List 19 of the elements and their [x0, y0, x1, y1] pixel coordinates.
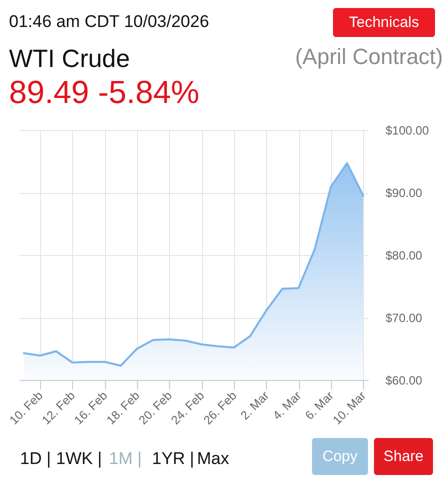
text: 1M | — [109, 449, 142, 468]
x-tick-label: 2. Mar — [238, 388, 272, 422]
y-tick-label: $100.00 — [386, 124, 430, 138]
text: Copy — [322, 448, 358, 465]
x-tick-label: 4. Mar — [270, 388, 304, 422]
text: 1WK | — [56, 449, 102, 468]
y-tick-label: $60.00 — [386, 374, 423, 388]
text: Technicals — [348, 14, 420, 31]
y-tick-label: $70.00 — [386, 311, 423, 325]
chart-title: WTI Crude — [9, 45, 130, 73]
text: 01:46 am CDT 10/03/2026 — [9, 12, 210, 31]
text: 1YR | — [152, 449, 194, 468]
chart-subtitle: (April Contract) — [295, 44, 443, 69]
y-tick-label: $90.00 — [386, 186, 423, 200]
text: Max — [197, 449, 230, 468]
text: 89.49 -5.84% — [9, 74, 200, 110]
y-tick-label: $80.00 — [386, 248, 423, 262]
text: 1D | — [20, 449, 51, 468]
text: Share — [383, 448, 424, 465]
